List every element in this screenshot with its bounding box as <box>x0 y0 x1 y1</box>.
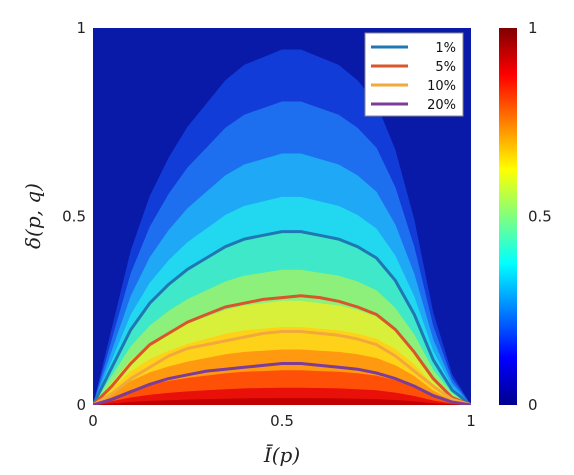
y-axis-label: δ(p, q) <box>21 183 45 249</box>
x-tick-label: 1 <box>466 412 476 430</box>
legend-label: 5% <box>435 60 456 75</box>
colorbar-tick-label: 0 <box>528 396 538 414</box>
series-line <box>93 362 471 405</box>
y-tick-label: 1 <box>76 19 86 37</box>
x-tick-label: 0 <box>88 412 98 430</box>
colorbar-tick-label: 0.5 <box>528 208 552 226</box>
y-tick-label: 0 <box>76 396 86 414</box>
legend-label: 20% <box>427 98 456 113</box>
legend-label: 10% <box>427 79 456 94</box>
series-line <box>93 230 471 405</box>
series-line <box>93 330 471 405</box>
heatmap-band <box>93 398 471 405</box>
series-lines <box>93 230 471 405</box>
colorbar <box>499 28 517 405</box>
legend: 1% 5% 10% 20% <box>364 32 464 117</box>
x-axis-label: Ī(p) <box>263 443 300 467</box>
x-tick-label: 0.5 <box>270 412 294 430</box>
legend-label: 1% <box>435 41 456 56</box>
y-tick-labels: 00.51 <box>62 19 86 414</box>
series-line <box>93 294 471 405</box>
x-tick-labels: 0 0.5 1 <box>88 412 476 430</box>
colorbar-tick-labels: 00.51 <box>528 19 552 414</box>
colorbar-tick-label: 1 <box>528 19 538 37</box>
y-tick-label: 0.5 <box>62 208 86 226</box>
